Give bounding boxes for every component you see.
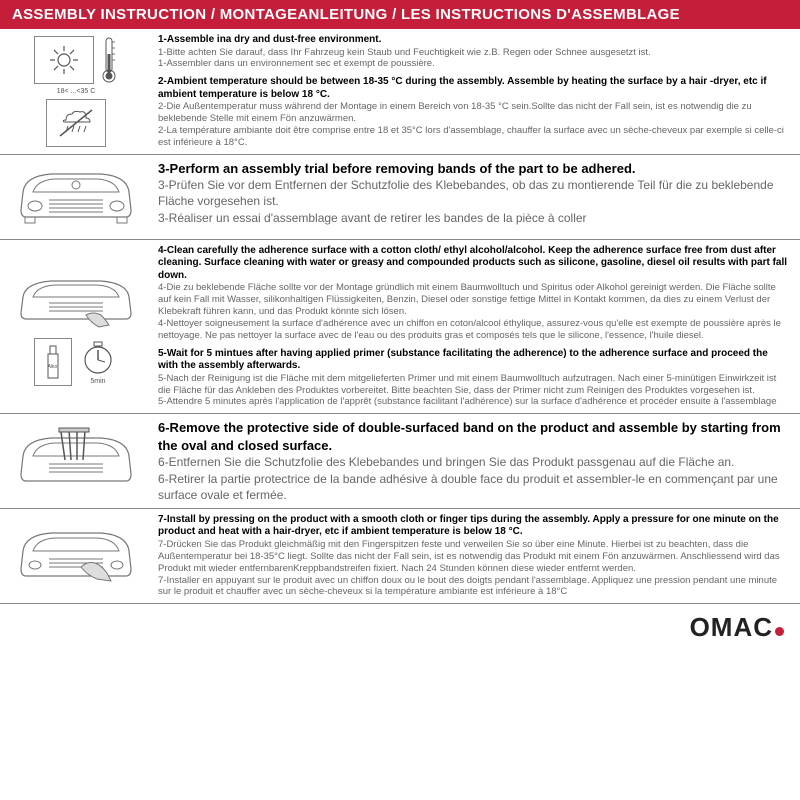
footer: OMAC [0, 604, 800, 647]
step2-de: 2-Die Außentemperatur muss während der M… [158, 101, 790, 125]
step3-de: 3-Prüfen Sie vor dem Entfernen der Schut… [158, 177, 790, 209]
section-3-text: 4-Clean carefully the adherence surface … [152, 240, 800, 414]
section-1: 18< ...<35 C 1-Assemble ina dry and dust… [0, 29, 800, 155]
section-5-text: 7-Install by pressing on the product wit… [152, 509, 800, 603]
thermometer-icon [100, 36, 118, 84]
car-cleaning-icon [6, 268, 146, 332]
car-press-icon [6, 520, 146, 592]
step1-de: 1-Bitte achten Sie darauf, dass Ihr Fahr… [158, 47, 790, 59]
section-3: Alkol 5min 4-Clean carefully the adheren… [0, 240, 800, 415]
step4-fr: 4-Nettoyer soigneusement la surface d'ad… [158, 318, 790, 342]
step4-de: 4-Die zu beklebende Fläche sollte vor de… [158, 282, 790, 318]
section-1-icons: 18< ...<35 C [0, 29, 152, 154]
section-4-text: 6-Remove the protective side of double-s… [152, 414, 800, 508]
step3-en: 3-Perform an assembly trial before remov… [158, 160, 790, 178]
section-3-icons: Alkol 5min [0, 240, 152, 414]
brand-logo: OMAC [690, 612, 784, 643]
step7-en: 7-Install by pressing on the product wit… [158, 514, 790, 539]
step2-en: 2-Ambient temperature should be between … [158, 76, 790, 101]
timer-icon [78, 338, 118, 378]
car-front-icon [6, 161, 146, 233]
timer-label: 5min [90, 378, 105, 385]
step7-de: 7-Drücken Sie das Produkt gleichmäßig mi… [158, 539, 790, 575]
step1-en: 1-Assemble ina dry and dust-free environ… [158, 34, 790, 47]
section-1-text: 1-Assemble ina dry and dust-free environ… [152, 29, 800, 154]
section-4: 6-Remove the protective side of double-s… [0, 414, 800, 509]
section-5: 7-Install by pressing on the product wit… [0, 509, 800, 604]
step5-en: 5-Wait for 5 mintues after having applie… [158, 348, 790, 373]
step2-fr: 2-La température ambiante doit être comp… [158, 125, 790, 149]
step6-de: 6-Entfernen Sie die Schutzfolie des Kleb… [158, 454, 790, 470]
car-tape-removal-icon [6, 425, 146, 497]
section-2-icons [0, 155, 152, 239]
alcohol-bottle-icon: Alkol [34, 338, 72, 386]
section-2-text: 3-Perform an assembly trial before remov… [152, 155, 800, 239]
step6-en: 6-Remove the protective side of double-s… [158, 419, 790, 454]
no-rain-icon [46, 99, 106, 147]
step5-fr: 5-Attendre 5 minutes après l'application… [158, 396, 790, 408]
svg-text:Alkol: Alkol [48, 364, 59, 370]
sun-icon [34, 36, 94, 84]
step4-en: 4-Clean carefully the adherence surface … [158, 245, 790, 283]
page-title: ASSEMBLY INSTRUCTION / MONTAGEANLEITUNG … [0, 0, 800, 29]
step6-fr: 6-Retirer la partie protectrice de la ba… [158, 471, 790, 503]
step3-fr: 3-Réaliser un essai d'assemblage avant d… [158, 210, 790, 226]
step5-de: 5-Nach der Reinigung ist die Fläche mit … [158, 373, 790, 397]
step1-fr: 1-Assembler dans un environnement sec et… [158, 58, 790, 70]
step7-fr: 7-Installer en appuyant sur le produit a… [158, 575, 790, 599]
section-2: 3-Perform an assembly trial before remov… [0, 155, 800, 240]
temp-range-label: 18< ...<35 C [57, 88, 96, 95]
section-4-icons [0, 414, 152, 508]
section-5-icons [0, 509, 152, 603]
